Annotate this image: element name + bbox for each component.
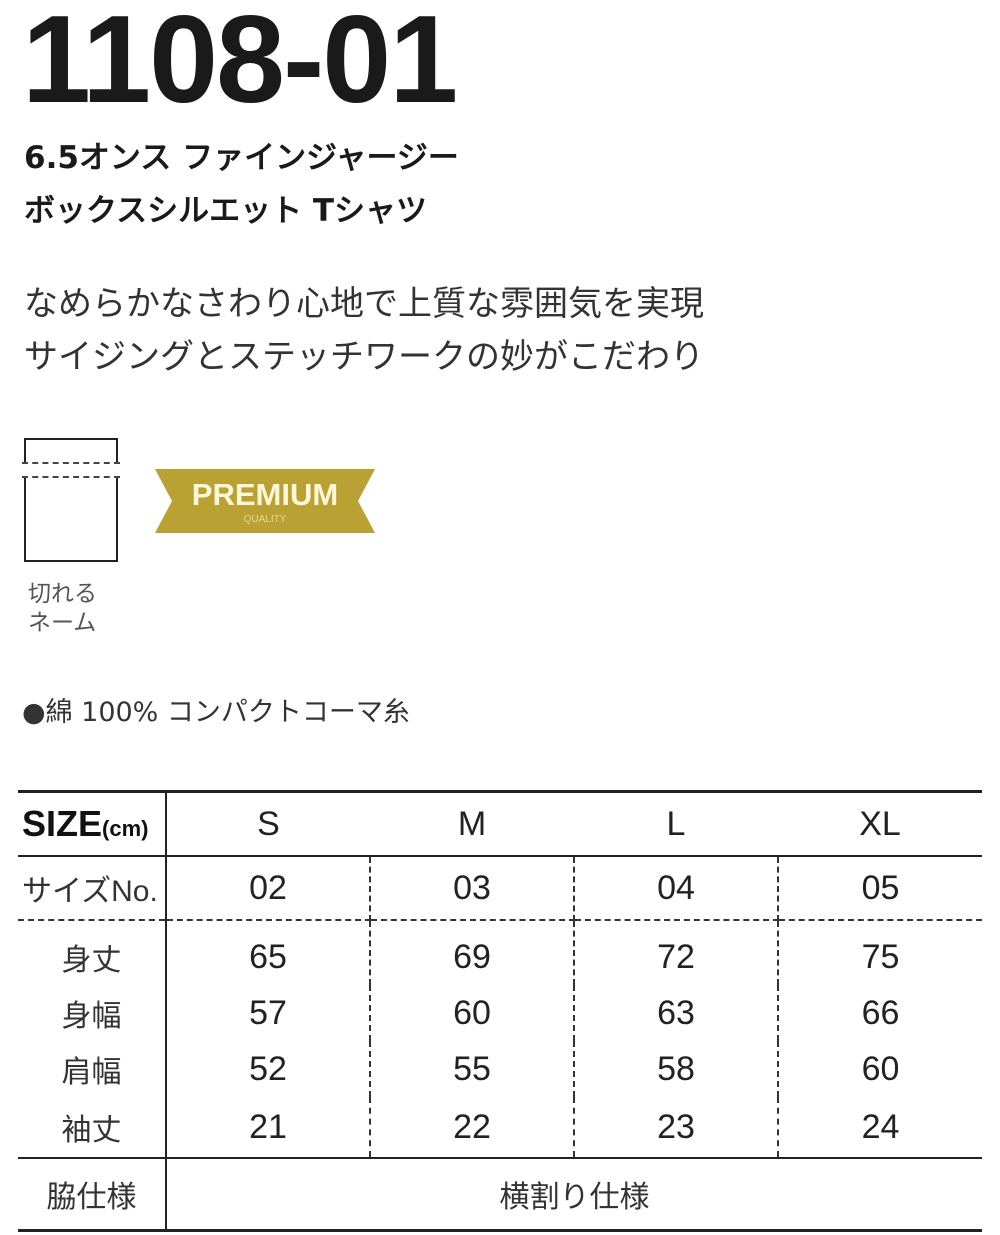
badge-main-text: PREMIUM: [192, 477, 338, 512]
size-no-cell: 04: [574, 856, 779, 921]
measure-cell: 55: [370, 1041, 575, 1097]
measure-row: 肩幅 52 55 58 60: [18, 1041, 982, 1097]
product-code: 1108-01: [22, 0, 458, 129]
premium-quality-badge: PREMIUM QUALITY: [155, 469, 375, 533]
size-xl: XL: [778, 790, 982, 857]
size-no-label: サイズNo.: [18, 856, 167, 921]
side-spec-label: 脇仕様: [18, 1158, 167, 1232]
measure-cell: 22: [370, 1097, 575, 1159]
tear-away-label-icon: [22, 438, 120, 562]
size-no-cell: 05: [778, 856, 982, 921]
description-line1: なめらかなさわり心地で上質な雰囲気を実現: [24, 284, 704, 324]
side-spec-value: 横割り仕様: [166, 1158, 982, 1232]
badge-sub-text: QUALITY: [244, 514, 287, 525]
product-name-line1: 6.5オンス ファインジャージー: [24, 140, 459, 176]
measure-cell: 23: [574, 1097, 779, 1159]
description-line2: サイジングとステッチワークの妙がこだわり: [24, 337, 704, 377]
size-label: SIZE: [22, 803, 103, 844]
measure-cell: 66: [861, 993, 900, 1032]
measure-cell: 60: [370, 985, 575, 1041]
material-text: ●綿 100% コンパクトコーマ糸: [22, 697, 410, 728]
measure-cell: 52: [166, 1041, 371, 1097]
measure-label: 身幅: [18, 985, 167, 1041]
size-table: SIZE(cm) S M L XL サイズNo. 02 03 04 05 身丈 …: [18, 790, 982, 1232]
size-header-label: SIZE(cm): [18, 790, 167, 857]
measure-label: 袖丈: [18, 1097, 167, 1159]
measure-cell: 60: [861, 1049, 900, 1088]
measure-cell: 75: [861, 937, 900, 976]
side-spec-row: 脇仕様 横割り仕様: [18, 1158, 982, 1232]
ribbon-shape: [155, 469, 375, 533]
size-no-cell: 03: [370, 856, 575, 921]
size-l: L: [574, 790, 778, 857]
size-m: M: [370, 790, 574, 857]
measure-cell: 65: [166, 920, 371, 985]
measure-cell: 57: [166, 985, 371, 1041]
measure-label: 肩幅: [18, 1041, 167, 1097]
tag-label-line1: 切れる: [28, 581, 97, 607]
product-name-line2: ボックスシルエット Tシャツ: [24, 193, 428, 229]
measure-row: 袖丈 21 22 23 24: [18, 1097, 982, 1159]
measure-cell: 24: [778, 1097, 982, 1159]
size-no-row: サイズNo. 02 03 04 05: [18, 856, 982, 921]
measure-cell: 72: [574, 920, 779, 985]
unit-label: (cm): [102, 816, 149, 841]
measure-row: 身幅 57 60 63 66: [18, 985, 982, 1041]
measure-cell: 58: [574, 1041, 779, 1097]
measure-cell: 63: [574, 985, 779, 1041]
measure-cell: 69: [370, 920, 575, 985]
size-s: S: [166, 790, 370, 857]
size-no-cell: 02: [166, 856, 371, 921]
measure-cell: 21: [166, 1097, 371, 1159]
measure-label: 身丈: [18, 920, 167, 985]
tag-label-line2: ネーム: [28, 610, 97, 636]
measure-row: 身丈 65 69 72 75: [18, 920, 982, 985]
size-header-row: SIZE(cm) S M L XL: [18, 790, 982, 857]
